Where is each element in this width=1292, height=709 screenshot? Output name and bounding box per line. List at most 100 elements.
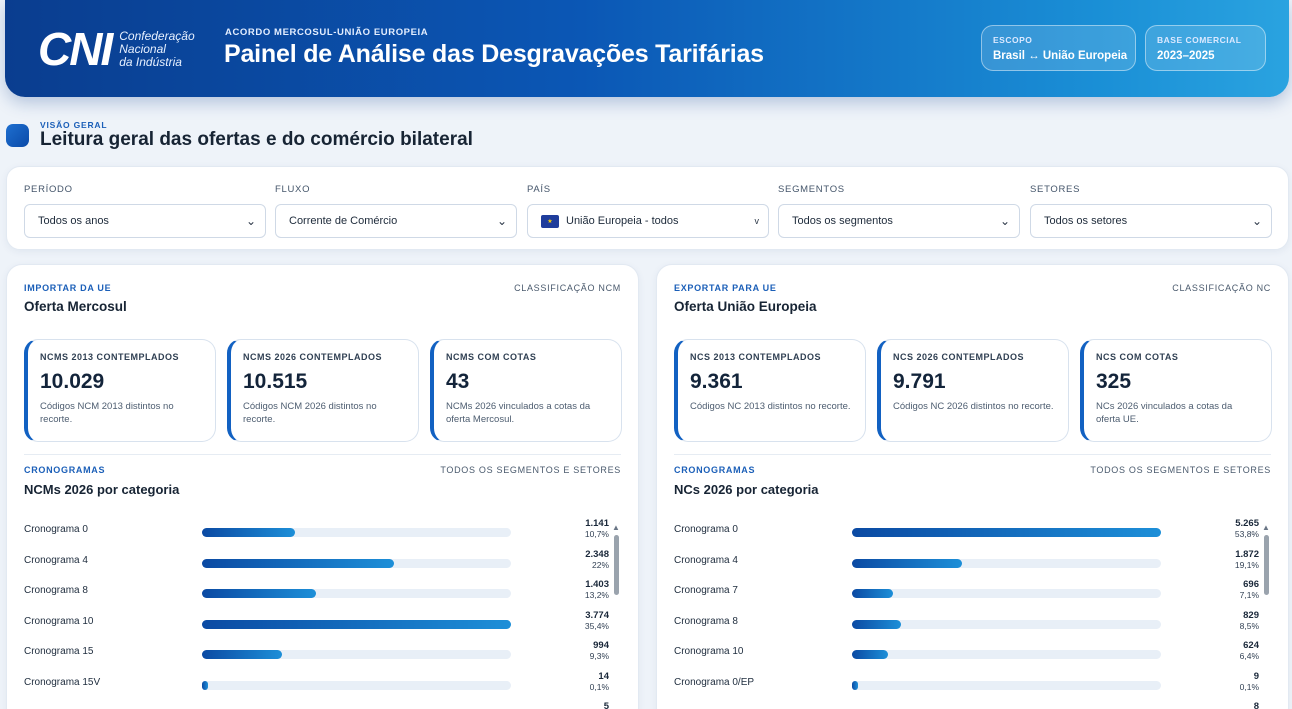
category-count: 14 xyxy=(598,670,609,682)
category-bars: Cronograma 0 5.265 53,8% Cronograma 4 1.872 1… xyxy=(674,519,1259,709)
chart-title: NCs 2026 por categoria xyxy=(674,482,819,497)
category-count: 994 xyxy=(593,640,609,651)
cni-logo[interactable]: CNI Confederação Nacional da Indústria xyxy=(38,26,195,72)
bar-track xyxy=(202,680,511,690)
category-name: Cronograma 4 xyxy=(674,554,738,566)
category-row: Cronograma 8 1.403 13,2% xyxy=(24,579,609,610)
bar-track xyxy=(852,558,1161,568)
filter-segmentos: SEGMENTOS Todos os segmentos ⌄ xyxy=(778,184,1020,238)
bar-fill xyxy=(202,680,209,690)
chevron-down-icon: ⌄ xyxy=(496,214,507,228)
base-chip: BASE COMERCIAL 2023–2025 xyxy=(1145,25,1266,71)
category-count: 5.265 xyxy=(1235,519,1259,529)
bar-track xyxy=(202,589,511,598)
category-bars: Cronograma 0 1.141 10,7% Cronograma 4 2.348 2… xyxy=(24,519,609,709)
category-percent: 22% xyxy=(591,559,609,570)
bar-track xyxy=(202,528,511,537)
category-name: Cronograma 8 xyxy=(24,585,88,596)
category-count: 829 xyxy=(1243,609,1259,621)
bar-fill xyxy=(852,589,893,598)
category-row: 5 xyxy=(24,701,609,709)
eu-flag-icon: ★ xyxy=(541,214,559,228)
logo-mark: CNI xyxy=(38,23,113,75)
bar-fill xyxy=(852,528,1161,537)
category-name: Cronograma 8 xyxy=(674,615,738,627)
scroll-thumb[interactable] xyxy=(613,535,619,595)
category-percent: 10,7% xyxy=(584,529,609,539)
bar-track xyxy=(852,650,1161,659)
section-kicker: VISÃO GERAL xyxy=(40,120,108,130)
kpi-card: NCMS 2026 CONTEMPLADOS 10.515 Códigos NC… xyxy=(227,339,419,442)
chart-title: NCMs 2026 por categoria xyxy=(24,482,180,497)
scrollbar[interactable]: ▲ xyxy=(611,523,621,709)
category-row: Cronograma 8 829 8,5% xyxy=(674,609,1259,641)
kpi-card: NCMS 2013 CONTEMPLADOS 10.029 Códigos NC… xyxy=(24,339,216,442)
chevron-down-icon: ⌄ xyxy=(1251,214,1262,228)
bar-track xyxy=(852,680,1161,690)
category-percent: 8,5% xyxy=(1239,620,1259,631)
category-count: 5 xyxy=(603,701,609,709)
category-count: 1.872 xyxy=(1235,548,1259,560)
category-count: 9 xyxy=(1253,670,1259,682)
periodo-select[interactable]: Todos os anos ⌄ xyxy=(24,204,266,238)
divider xyxy=(674,454,1271,455)
bar-track xyxy=(852,589,1161,598)
panel-kicker: IMPORTAR DA UE xyxy=(24,283,112,293)
divider xyxy=(24,454,621,455)
kpi-card: NCS COM COTAS 325 NCs 2026 vinculados a … xyxy=(1080,339,1272,442)
bar-fill xyxy=(202,528,295,537)
category-percent: 7,1% xyxy=(1239,590,1259,600)
chevron-down-icon: ⌄ xyxy=(999,214,1010,228)
category-count: 1.141 xyxy=(585,519,609,529)
kpi-card: NCS 2026 CONTEMPLADOS 9.791 Códigos NC 2… xyxy=(877,339,1069,442)
category-count: 3.774 xyxy=(585,609,609,621)
setores-select[interactable]: Todos os setores ⌄ xyxy=(1030,204,1272,238)
panel-kicker: EXPORTAR PARA UE xyxy=(674,283,777,293)
scroll-thumb[interactable] xyxy=(1263,535,1269,595)
panel-classification: CLASSIFICAÇÃO NCM xyxy=(514,283,621,293)
scroll-up-icon[interactable]: ▲ xyxy=(612,523,620,532)
category-name: Cronograma 10 xyxy=(674,646,744,657)
bar-track xyxy=(202,558,511,568)
category-name: Cronograma 10 xyxy=(24,615,94,627)
scroll-up-icon[interactable]: ▲ xyxy=(1262,523,1270,532)
scope-chip: ESCOPO Brasil ↔ União Europeia xyxy=(981,25,1136,71)
chevron-down-icon: ⌄ xyxy=(245,214,256,228)
panel-title: Oferta Mercosul xyxy=(24,299,127,314)
category-row: Cronograma 0 1.141 10,7% xyxy=(24,519,609,549)
category-percent: 35,4% xyxy=(584,620,609,631)
scrollbar[interactable]: ▲ xyxy=(1261,523,1271,709)
category-row: Cronograma 10 3.774 35,4% xyxy=(24,609,609,641)
category-percent: 19,1% xyxy=(1234,559,1259,570)
panel-classification: CLASSIFICAÇÃO NC xyxy=(1172,283,1271,293)
section-title: Leitura geral das ofertas e do comércio … xyxy=(40,129,473,150)
bar-fill xyxy=(202,650,283,659)
pais-select[interactable]: ★ União Europeia - todos v xyxy=(527,204,769,238)
fluxo-select[interactable]: Corrente de Comércio ⌄ xyxy=(275,204,517,238)
chart-kicker: CRONOGRAMAS xyxy=(674,465,756,475)
category-row: Cronograma 0/EP 9 0,1% xyxy=(674,670,1259,702)
filter-periodo: PERÍODO Todos os anos ⌄ xyxy=(24,184,266,238)
category-count: 1.403 xyxy=(585,579,609,590)
kpi-card: NCMS COM COTAS 43 NCMs 2026 vinculados a… xyxy=(430,339,622,442)
chart-kicker: CRONOGRAMAS xyxy=(24,465,106,475)
segmentos-select[interactable]: Todos os segmentos ⌄ xyxy=(778,204,1020,238)
header-kicker: ACORDO MERCOSUL-UNIÃO EUROPEIA xyxy=(225,27,429,38)
category-percent: 6,4% xyxy=(1239,651,1259,661)
page-title: Painel de Análise das Desgravações Tarif… xyxy=(224,40,764,68)
panel-oferta-mercosul: IMPORTAR DA UE Oferta Mercosul CLASSIFIC… xyxy=(6,264,639,709)
category-row: Cronograma 4 2.348 22% xyxy=(24,548,609,580)
logo-text: Confederação Nacional da Indústria xyxy=(119,28,195,69)
filter-pais: PAÍS ★ União Europeia - todos v xyxy=(527,184,769,238)
category-name: Cronograma 0 xyxy=(24,524,88,535)
panel-title: Oferta União Europeia xyxy=(674,299,817,314)
bar-fill xyxy=(202,619,511,629)
category-count: 2.348 xyxy=(585,548,609,560)
category-name: Cronograma 15V xyxy=(24,676,101,688)
bar-track xyxy=(852,619,1161,629)
category-row: Cronograma 0 5.265 53,8% xyxy=(674,519,1259,549)
filter-setores: SETORES Todos os setores ⌄ xyxy=(1030,184,1272,238)
section-icon xyxy=(6,124,29,147)
category-percent: 13,2% xyxy=(584,590,609,600)
category-name: Cronograma 7 xyxy=(674,585,738,596)
